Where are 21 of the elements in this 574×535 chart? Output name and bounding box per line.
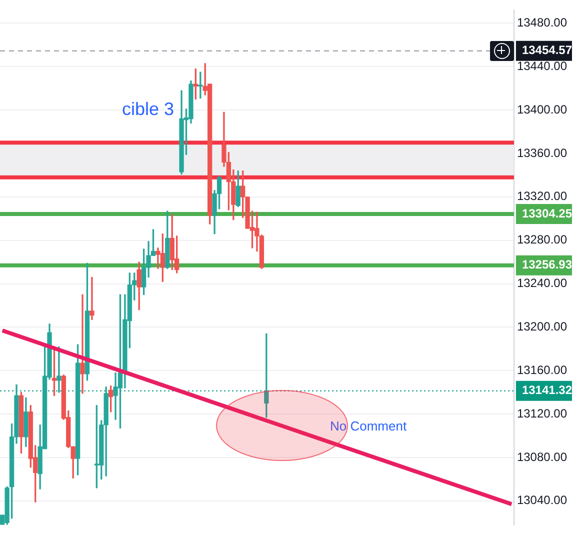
y-tick-label: 13080.00 <box>516 450 568 464</box>
y-tick-label: 13360.00 <box>516 146 568 160</box>
ref-line-label: 13141.32 <box>522 383 572 398</box>
y-tick-label: 13200.00 <box>516 320 568 334</box>
candlestick <box>56 346 62 393</box>
y-tick-label: 13280.00 <box>516 232 568 247</box>
y-tick-label: 13400.00 <box>516 102 568 116</box>
ref-line-label: 13256.93 <box>522 258 572 272</box>
ref-line-label: 13454.57 <box>522 43 572 58</box>
ref-line-label: 13304.25 <box>522 206 572 220</box>
y-tick-label: 13120.00 <box>516 406 568 420</box>
candlestick <box>80 294 85 394</box>
y-tick-label: 13440.00 <box>516 58 568 73</box>
y-tick-label: 13040.00 <box>516 493 568 508</box>
y-tick-label: 13240.00 <box>516 276 568 290</box>
annotation: cible 3 <box>122 98 174 119</box>
candlestick <box>90 276 94 320</box>
y-tick-label: 13480.00 <box>516 16 568 30</box>
y-tick-label: 13320.00 <box>516 189 568 204</box>
y-tick-label: 13160.00 <box>516 362 568 377</box>
annotation: No Comment <box>330 418 407 434</box>
